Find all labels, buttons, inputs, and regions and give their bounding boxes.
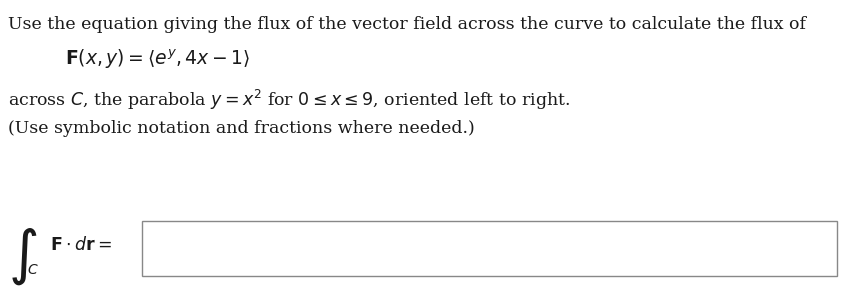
Text: across $C$, the parabola $y = x^{2}$ for $0 \leq x \leq 9$, oriented left to rig: across $C$, the parabola $y = x^{2}$ for… — [8, 88, 570, 112]
Text: (Use symbolic notation and fractions where needed.): (Use symbolic notation and fractions whe… — [8, 120, 474, 137]
Text: $\int$: $\int$ — [8, 226, 37, 287]
Text: $\mathbf{F}(x, y) = \langle e^{y}, 4x - 1\rangle$: $\mathbf{F}(x, y) = \langle e^{y}, 4x - … — [65, 48, 251, 72]
Text: $\mathbf{F} \cdot d\mathbf{r} =$: $\mathbf{F} \cdot d\mathbf{r} =$ — [50, 236, 112, 254]
FancyBboxPatch shape — [142, 221, 836, 276]
Text: Use the equation giving the flux of the vector field across the curve to calcula: Use the equation giving the flux of the … — [8, 16, 805, 33]
Text: $C$: $C$ — [27, 263, 39, 277]
